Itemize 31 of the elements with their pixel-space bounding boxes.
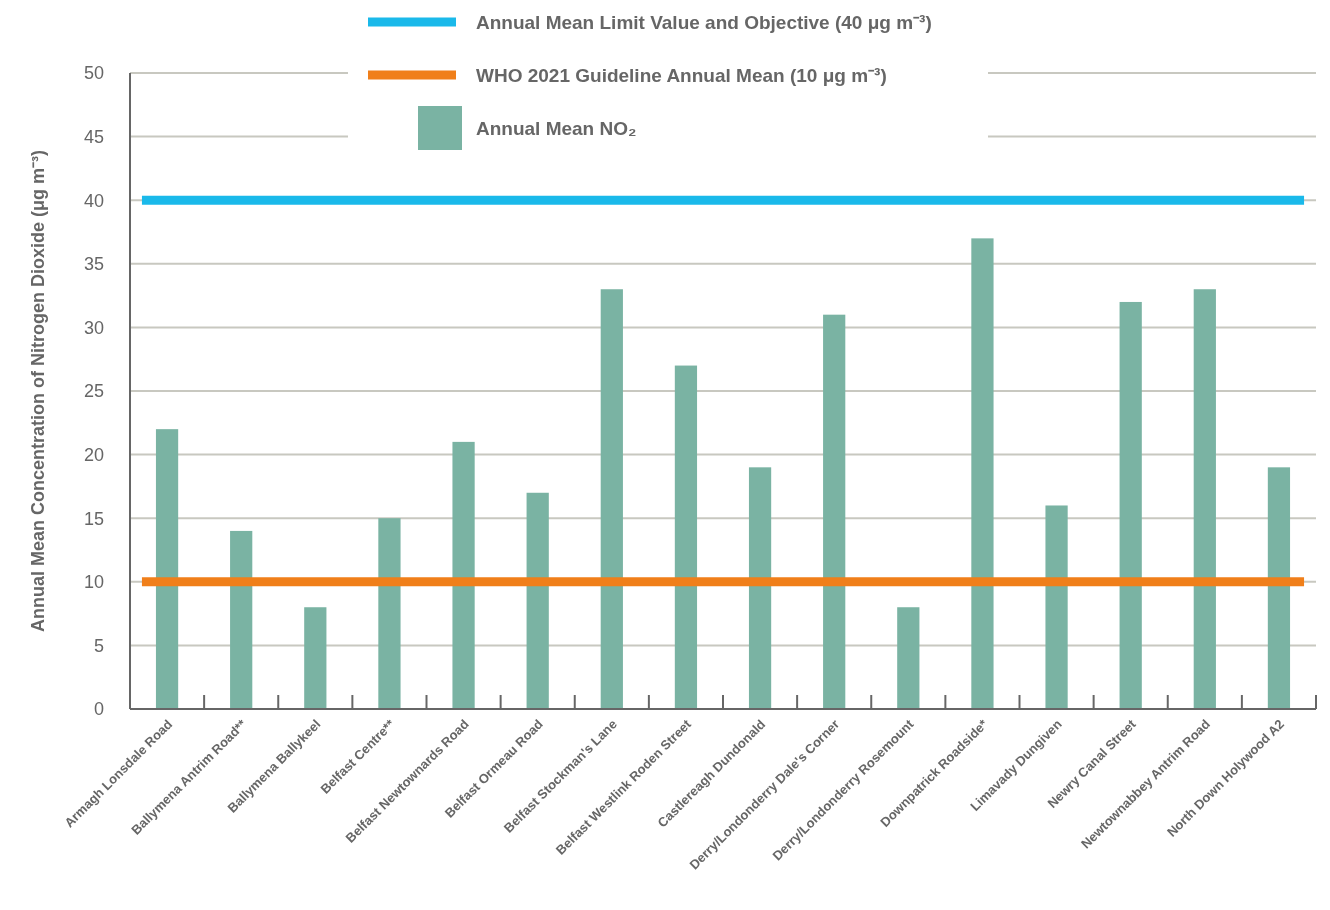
y-tick-label: 20 <box>83 444 104 465</box>
y-tick-label: 40 <box>83 190 104 211</box>
bar <box>378 518 401 709</box>
y-tick-label: 5 <box>93 635 104 656</box>
legend-label: Annual Mean NO₂ <box>476 117 637 139</box>
legend-label: WHO 2021 Guideline Annual Mean (10 μg m⁻³) <box>476 64 887 86</box>
y-tick-label: 0 <box>93 699 104 720</box>
bar <box>1045 505 1068 709</box>
bar <box>897 607 920 709</box>
y-axis-title: Annual Mean Concentration of Nitrogen Dioxide (μg m⁻³) <box>28 149 48 633</box>
bar <box>674 365 698 709</box>
y-tick-label: 30 <box>83 317 104 338</box>
bar <box>971 238 994 709</box>
bar <box>526 492 549 709</box>
y-tick-label: 10 <box>83 572 104 593</box>
y-tick-label: 35 <box>83 254 104 275</box>
legend-label: Annual Mean Limit Value and Objective (40 μg m⁻³) <box>476 11 932 33</box>
bar <box>600 289 623 709</box>
bar <box>1193 289 1216 709</box>
y-tick-label: 25 <box>83 381 104 402</box>
bar <box>748 467 772 709</box>
bar <box>823 314 846 709</box>
y-tick-label: 45 <box>83 126 104 147</box>
y-tick-label: 50 <box>83 63 104 84</box>
bar <box>1267 467 1291 709</box>
bar <box>230 530 253 709</box>
bar <box>155 429 179 709</box>
y-tick-label: 15 <box>83 508 104 529</box>
bar <box>304 607 327 709</box>
bar <box>1119 301 1142 709</box>
bar <box>452 441 475 709</box>
